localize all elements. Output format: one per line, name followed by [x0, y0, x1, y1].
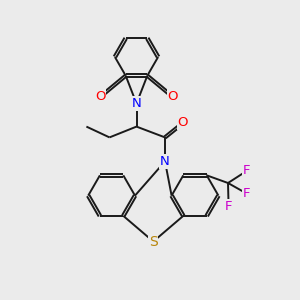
Text: O: O	[167, 90, 178, 103]
Text: O: O	[178, 116, 188, 130]
Text: F: F	[225, 200, 232, 213]
Text: O: O	[95, 90, 106, 103]
Text: N: N	[132, 97, 141, 110]
Text: F: F	[243, 164, 250, 178]
Text: F: F	[243, 187, 250, 200]
Text: S: S	[149, 235, 158, 248]
Text: N: N	[160, 155, 170, 168]
